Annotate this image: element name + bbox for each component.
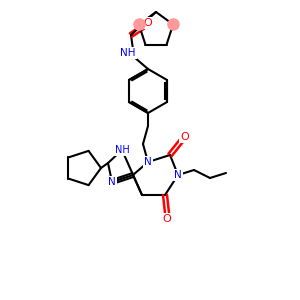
Text: O: O	[144, 18, 152, 28]
Text: NH: NH	[120, 48, 136, 58]
Text: N: N	[174, 170, 182, 180]
Text: O: O	[163, 214, 171, 224]
Text: N: N	[108, 177, 116, 187]
Text: O: O	[181, 132, 189, 142]
Text: N: N	[144, 157, 152, 167]
Text: NH: NH	[115, 145, 129, 155]
